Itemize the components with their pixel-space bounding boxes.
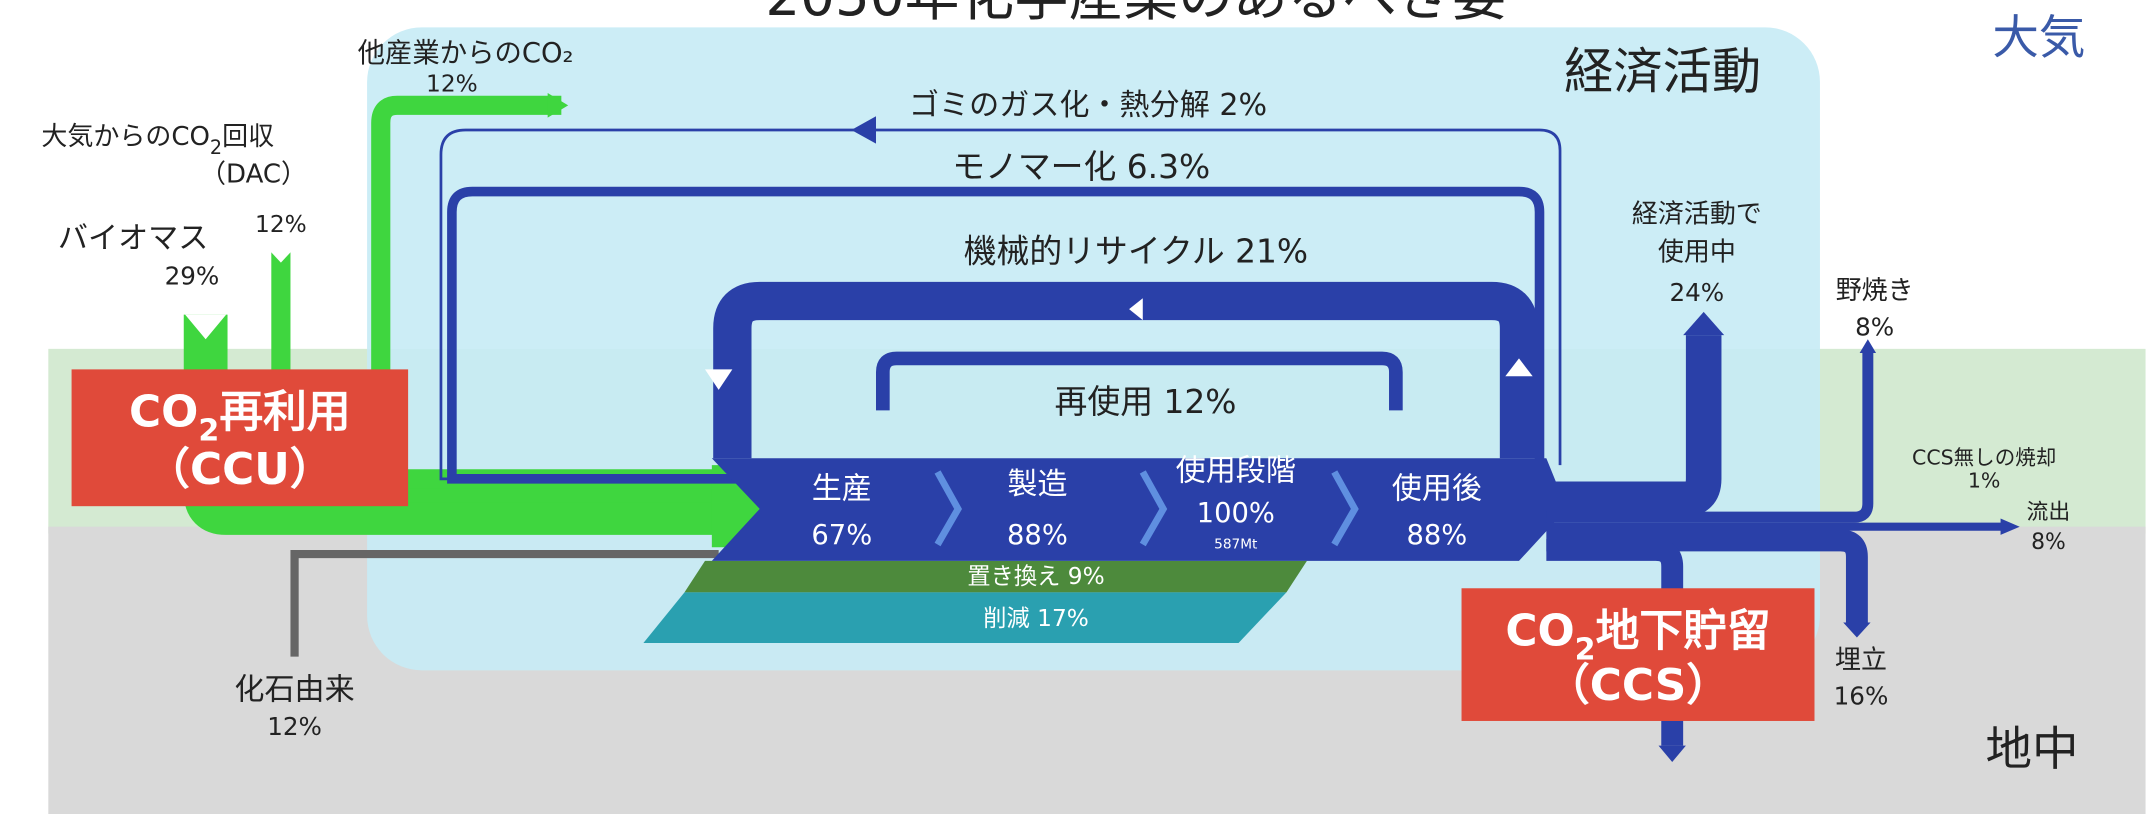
ccs-box	[1461, 588, 1815, 721]
stage-value: 67%	[811, 520, 872, 551]
arrow	[1843, 622, 1871, 638]
arrow-notch	[185, 314, 227, 340]
input-label: バイオマス	[58, 221, 208, 256]
output-label: 使用中	[1658, 238, 1736, 268]
arrow-notch	[263, 243, 299, 263]
loop-label: ゴミのガス化・熱分解 2%	[909, 88, 1267, 123]
loop-label: 再使用 12%	[1055, 383, 1237, 421]
ccs-title: CO2地下貯留	[1505, 605, 1770, 667]
label-part: CO	[1505, 605, 1574, 656]
arrow	[1859, 339, 1877, 353]
label-part: 2	[210, 136, 222, 159]
outflows	[1546, 335, 2005, 746]
arrow	[2000, 518, 2020, 535]
arrow	[1658, 745, 1686, 763]
stage-value: 100%	[1197, 498, 1275, 529]
stage-label: 製造	[1007, 467, 1067, 502]
region-label: 地中	[1986, 722, 2079, 776]
loop-label: 機械的リサイクル 21%	[964, 233, 1308, 271]
title: 2050年化学産業のあるべき姿	[765, 0, 1506, 28]
stage-note: 587Mt	[1214, 536, 1258, 552]
input-value: 29%	[165, 262, 220, 291]
reduction-band	[643, 592, 1287, 643]
open-burning-flow	[1546, 352, 1874, 523]
output-value: 24%	[1669, 278, 1724, 307]
input-value: 12%	[255, 211, 307, 238]
arrow	[1129, 298, 1143, 321]
stage-label: 使用段階	[1176, 453, 1296, 488]
arrow	[1683, 311, 1725, 336]
reduction-label: 削減 17%	[983, 605, 1089, 632]
loops	[439, 128, 1562, 484]
stage-chevrons	[934, 470, 1359, 547]
stage-label: 生産	[812, 471, 872, 506]
stage-label: 使用後	[1392, 471, 1482, 506]
output-label: 流出	[2027, 500, 2071, 525]
gasification-loop	[439, 128, 1562, 481]
label-part: 再利用	[219, 387, 350, 438]
input-label: （DAC）	[200, 160, 307, 190]
label-part: 大気からのCO	[41, 121, 210, 151]
output-value: 8%	[2031, 530, 2066, 555]
region-label: 大気	[1992, 11, 2085, 65]
ccu-abbr: （CCU）	[146, 444, 333, 495]
chevron	[1331, 470, 1359, 547]
stage-value: 88%	[1007, 520, 1068, 551]
reuse-loop	[875, 351, 1403, 411]
input-label: 大気からのCO2回収	[41, 121, 274, 159]
loop-label: モノマー化 6.3%	[952, 148, 1210, 186]
in-use-flow	[1546, 335, 1722, 518]
mechanical-loop	[713, 281, 1539, 459]
output-value: 8%	[1855, 312, 1894, 341]
main-flow	[711, 458, 1567, 561]
output-value: 1%	[1968, 469, 2001, 493]
output-value: 16%	[1834, 682, 1889, 711]
input-value: 12%	[267, 712, 322, 741]
output-label: 経済活動で	[1632, 199, 1762, 229]
substitution-band	[684, 560, 1307, 593]
output-label: 野焼き	[1836, 276, 1914, 306]
ccu-title: CO2再利用	[129, 387, 351, 449]
output-label: CCS無しの焼却	[1912, 445, 2056, 469]
label-part: 2	[1575, 632, 1596, 667]
reduction-label: 置き換え 9%	[967, 563, 1104, 590]
input-label: 化石由来	[234, 672, 354, 707]
label-part: 地下貯留	[1596, 605, 1771, 656]
ccu-box	[71, 369, 409, 507]
arrow	[1505, 358, 1533, 377]
arrow	[547, 93, 569, 118]
input-label: 他産業からのCO₂	[358, 38, 574, 69]
chevron	[934, 470, 963, 547]
arrow	[851, 116, 876, 144]
monomer-loop	[447, 186, 1545, 484]
ccs-flow	[1546, 539, 1684, 746]
region-label: 経済活動	[1564, 43, 1761, 101]
chevron	[1139, 470, 1168, 547]
input-value: 12%	[426, 70, 478, 97]
label-part: 回収	[222, 121, 274, 151]
stage-value: 88%	[1406, 520, 1467, 551]
arrow	[704, 369, 733, 390]
ccs-abbr: （CCS）	[1546, 660, 1730, 711]
output-label: 埋立	[1835, 645, 1887, 675]
fossil-flow	[290, 549, 719, 657]
label-part: CO	[129, 387, 198, 438]
label-part: 2	[198, 414, 219, 449]
other-industry-flow	[371, 95, 726, 489]
landfill-flow	[1546, 529, 1868, 623]
